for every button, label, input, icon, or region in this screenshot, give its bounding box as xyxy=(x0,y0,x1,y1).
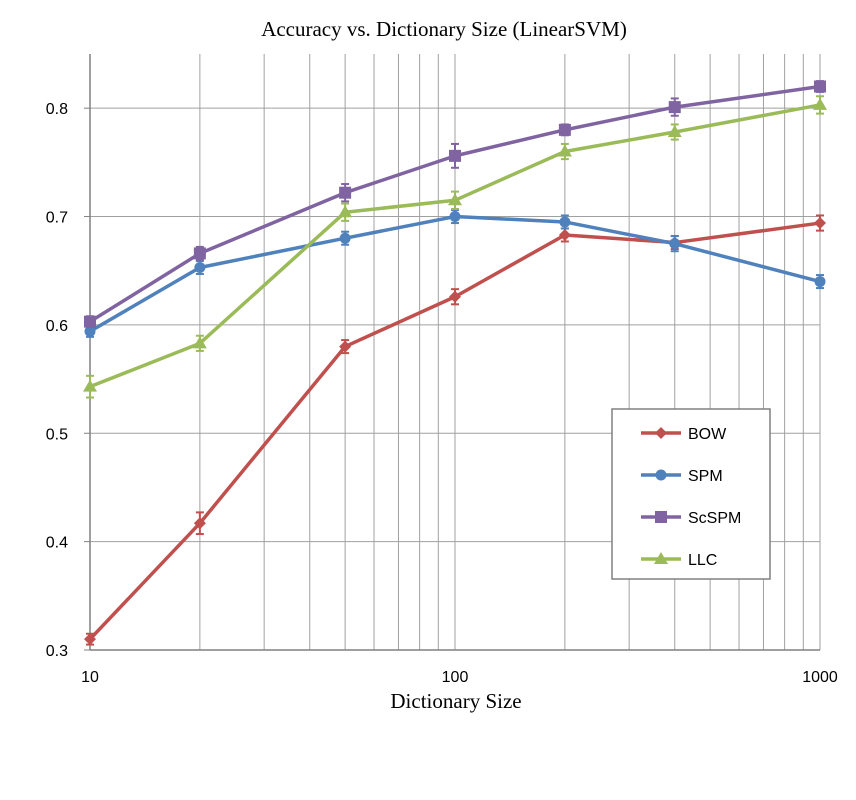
point-scspm xyxy=(449,149,461,162)
chart-title: Accuracy vs. Dictionary Size (LinearSVM) xyxy=(261,17,627,41)
point-bow xyxy=(193,517,206,530)
legend-item-bow: BOW xyxy=(641,426,727,443)
legend-item-spm: SPM xyxy=(641,468,723,485)
point-spm xyxy=(339,232,351,244)
point-spm xyxy=(449,211,461,223)
legend: BOW SPM ScSPM LLC xyxy=(611,408,771,580)
legend-label-scspm: ScSPM xyxy=(688,510,741,527)
legend-marker-scspm xyxy=(655,511,667,523)
point-llc xyxy=(557,144,572,157)
axes xyxy=(89,54,820,651)
legend-item-llc: LLC xyxy=(641,552,717,569)
point-spm xyxy=(84,325,96,337)
x-axis-label: Dictionary Size xyxy=(390,689,521,713)
series-llc xyxy=(83,95,827,399)
point-llc xyxy=(667,125,682,138)
legend-marker-bow xyxy=(655,427,667,439)
point-scspm xyxy=(193,247,206,260)
x-tick-label: 100 xyxy=(442,669,469,686)
point-llc xyxy=(338,205,353,218)
point-llc xyxy=(192,336,207,349)
point-bow xyxy=(84,633,96,646)
point-llc xyxy=(83,379,97,392)
y-tick-label: 0.4 xyxy=(46,535,68,552)
legend-label-spm: SPM xyxy=(688,468,723,485)
point-scspm xyxy=(668,101,681,114)
series-layer xyxy=(83,80,827,646)
legend-marker-spm xyxy=(655,469,667,481)
legend-box xyxy=(611,408,771,580)
tick-labels: 0.3 0.4 0.5 0.6 0.7 0.8 10 100 1000 xyxy=(46,101,838,686)
x-tick-label: 10 xyxy=(81,669,99,686)
series-scspm xyxy=(84,80,826,329)
series-spm xyxy=(84,209,826,338)
point-spm xyxy=(559,216,571,228)
legend-label-bow: BOW xyxy=(688,426,727,443)
y-tick-label: 0.8 xyxy=(46,101,68,118)
point-spm xyxy=(194,261,206,273)
point-scspm xyxy=(339,186,352,199)
point-scspm xyxy=(558,123,571,136)
legend-marker-llc xyxy=(654,552,668,564)
point-llc xyxy=(813,97,827,110)
y-tick-label: 0.3 xyxy=(46,643,68,660)
point-bow xyxy=(449,290,461,303)
legend-label-llc: LLC xyxy=(688,552,717,569)
point-bow xyxy=(814,217,826,230)
point-scspm xyxy=(84,315,96,328)
legend-item-scspm: ScSPM xyxy=(641,510,741,527)
y-tick-label: 0.5 xyxy=(46,426,68,443)
y-tick-label: 0.7 xyxy=(46,210,68,227)
point-scspm xyxy=(814,80,826,93)
point-spm xyxy=(814,276,826,288)
point-spm xyxy=(669,238,681,250)
point-llc xyxy=(448,193,462,206)
point-bow xyxy=(558,228,571,241)
point-bow xyxy=(339,340,352,353)
y-tick-label: 0.6 xyxy=(46,318,68,335)
x-tick-label: 1000 xyxy=(802,669,838,686)
